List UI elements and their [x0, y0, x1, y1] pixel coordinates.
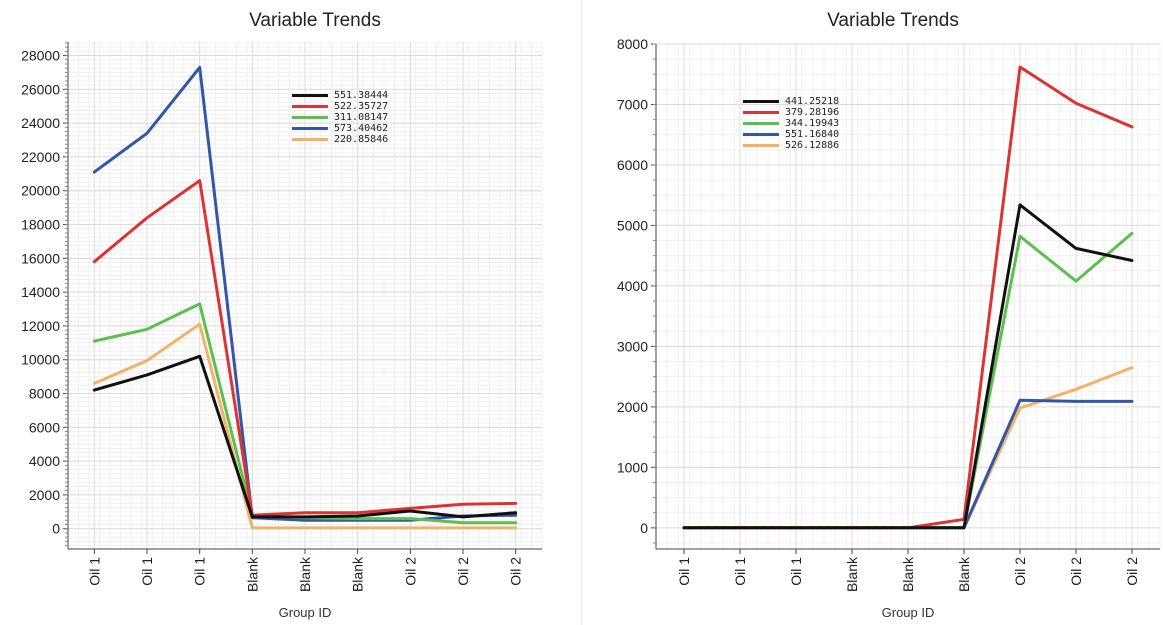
y-tick-label: 10000 [21, 352, 60, 368]
x-tick-label: Blank [900, 556, 916, 592]
series-line [682, 203, 1134, 530]
legend-swatch [743, 122, 779, 125]
legend-swatch [743, 133, 779, 136]
legend-swatch [292, 138, 328, 141]
legend-label: 344.19943 [785, 118, 840, 129]
x-tick-label: Oil 2 [1124, 557, 1140, 586]
legend-swatch [743, 100, 779, 103]
y-tick-label: 1000 [617, 459, 648, 475]
y-tick-label: 12000 [21, 318, 60, 334]
legend-item: 379.28196 [743, 107, 839, 118]
legend-swatch [292, 105, 328, 108]
series-line [92, 65, 518, 522]
legend-label: 311.08147 [334, 112, 389, 123]
x-tick-label: Oil 2 [402, 557, 418, 586]
legend-label: 551.16840 [785, 129, 840, 140]
chart-title: Variable Trends [827, 10, 959, 31]
y-tick-label: 26000 [21, 81, 60, 97]
y-tick-label: 0 [640, 520, 648, 536]
legend-label: 522.35727 [334, 101, 389, 112]
x-tick-label: Blank [297, 556, 313, 592]
chart-panel-right: Variable Trends 0 1000 2000 3000 4000 5000 600… [583, 0, 1163, 625]
legend-item: 220.85846 [292, 134, 388, 145]
y-tick-label: 0 [52, 521, 60, 537]
legend-swatch [743, 144, 779, 147]
chart-legend: 551.38444 522.35727 311.08147 573.40462 220.… [292, 90, 388, 145]
y-tick-label: 14000 [21, 284, 60, 300]
legend-label: 441.25218 [785, 96, 840, 107]
legend-item: 551.16840 [743, 129, 839, 140]
panel-divider [581, 0, 582, 625]
legend-item: 551.38444 [292, 90, 388, 101]
x-tick-label: Oil 2 [455, 557, 471, 586]
chart-legend: 441.25218 379.28196 344.19943 551.16840 526.… [743, 96, 839, 151]
y-tick-label: 4000 [617, 278, 648, 294]
y-tick-label: 2000 [29, 487, 60, 503]
y-tick-label: 20000 [21, 183, 60, 199]
series-line [92, 322, 518, 530]
y-tick-label: 18000 [21, 217, 60, 233]
y-tick-label: 3000 [617, 338, 648, 354]
y-tick-label: 5000 [617, 217, 648, 233]
x-tick-label: Oil 1 [192, 557, 208, 586]
y-tick-label: 16000 [21, 250, 60, 266]
y-tick-label: 8000 [617, 36, 648, 52]
legend-label: 526.12886 [785, 140, 840, 151]
y-tick-label: 22000 [21, 149, 60, 165]
y-tick-label: 8000 [29, 386, 60, 402]
chart-plot-right: 0 1000 2000 3000 4000 5000 6000 7000 8000 Oil 1 Oi… [617, 36, 1161, 592]
y-tick-label: 6000 [617, 157, 648, 173]
legend-item: 311.08147 [292, 112, 388, 123]
x-axis-label: Group ID [881, 605, 935, 620]
legend-swatch [743, 111, 779, 114]
y-tick-label: 2000 [617, 399, 648, 415]
x-tick-label: Oil 1 [86, 557, 102, 586]
legend-label: 551.38444 [334, 90, 389, 101]
legend-item: 522.35727 [292, 101, 388, 112]
legend-item: 573.40462 [292, 123, 388, 134]
x-tick-label: Blank [350, 556, 366, 592]
y-tick-label: 6000 [29, 419, 60, 435]
chart-title: Variable Trends [249, 10, 381, 31]
series-line [92, 179, 518, 517]
legend-item: 344.19943 [743, 118, 839, 129]
legend-swatch [292, 94, 328, 97]
series-line [92, 354, 518, 519]
legend-swatch [292, 116, 328, 119]
legend-label: 379.28196 [785, 107, 840, 118]
x-tick-label: Oil 1 [676, 557, 692, 586]
x-tick-label: Blank [844, 556, 860, 592]
y-tick-label: 4000 [29, 453, 60, 469]
x-tick-label: Oil 2 [1068, 557, 1084, 586]
x-tick-label: Oil 2 [1012, 557, 1028, 586]
x-tick-label: Blank [956, 556, 972, 592]
legend-swatch [292, 127, 328, 130]
x-axis-label: Group ID [278, 605, 332, 620]
chart-plot-left: 0 2000 4000 6000 8000 10000 12000 14000 16000 180… [21, 42, 543, 592]
y-tick-label: 7000 [617, 96, 648, 112]
legend-label: 573.40462 [334, 123, 389, 134]
x-tick-label: Blank [244, 556, 260, 592]
legend-item: 526.12886 [743, 140, 839, 151]
x-tick-label: Oil 1 [139, 557, 155, 586]
legend-label: 220.85846 [334, 134, 389, 145]
y-tick-label: 24000 [21, 115, 60, 131]
x-tick-label: Oil 1 [732, 557, 748, 586]
x-tick-label: Oil 1 [788, 557, 804, 586]
chart-panel-left: Variable Trends 0 2000 4000 6000 8000 10000 12… [0, 0, 580, 625]
y-tick-label: 28000 [21, 48, 60, 64]
legend-item: 441.25218 [743, 96, 839, 107]
x-tick-label: Oil 2 [508, 557, 524, 586]
